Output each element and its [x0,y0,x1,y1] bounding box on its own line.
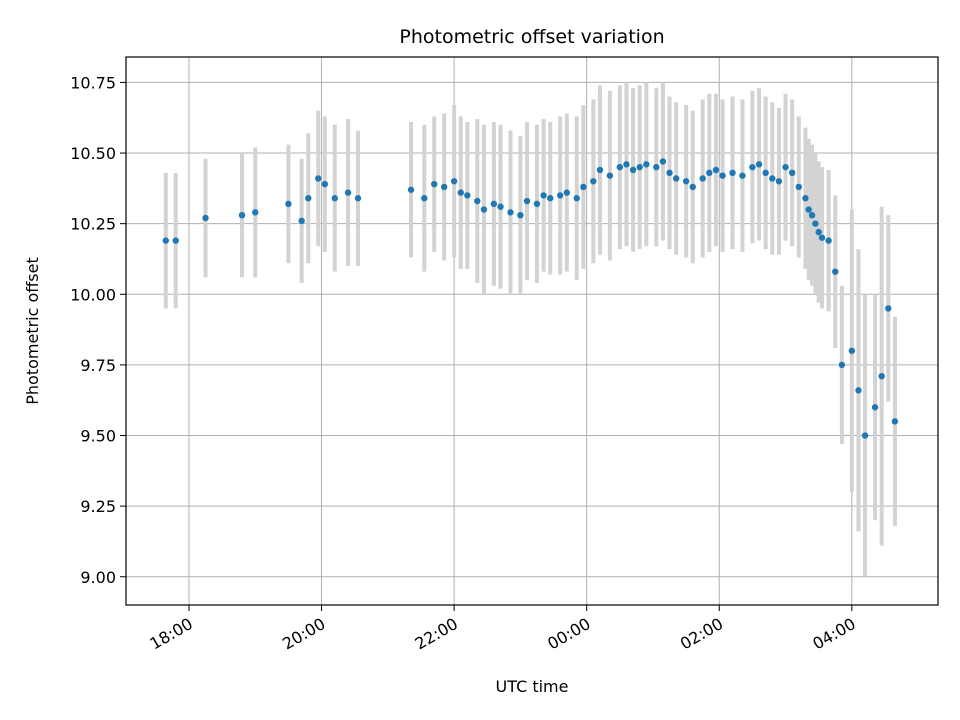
data-point [573,195,580,202]
data-point [315,175,322,182]
data-point [523,197,531,205]
data-point [812,220,819,227]
data-point [547,195,554,202]
data-point [885,305,892,312]
point-layer [162,158,899,439]
data-point [464,192,471,199]
plot-frame [125,56,939,606]
data-point [755,161,763,168]
data-point [590,178,597,185]
y-tick-label: 9.50 [80,427,116,446]
data-point [815,228,822,236]
data-point [699,175,706,182]
data-point [623,161,630,168]
y-axis-ticks: 9.00 9.25 9.50 9.75 10.00 10.25 10.50 10.75 [70,73,126,587]
data-point [689,183,696,191]
data-point [891,418,899,425]
y-tick-label: 10.25 [70,215,116,234]
data-point [805,206,812,213]
data-point [659,158,667,165]
data-point [871,404,879,411]
x-axis-label: UTC time [496,677,569,696]
data-point [580,183,587,191]
y-tick-label: 9.75 [80,356,116,375]
data-point [636,163,643,171]
data-point [775,178,783,185]
y-axis-label: Photometric offset [23,257,42,405]
data-point [616,163,624,171]
data-point [802,195,809,202]
data-point [480,206,488,213]
data-point [832,268,839,275]
data-point [533,200,541,208]
data-point [795,183,802,191]
y-tick-label: 9.00 [80,568,116,587]
data-point [706,169,713,177]
data-point [855,387,862,394]
data-point [643,161,650,168]
data-point [517,211,524,219]
data-point [808,211,816,219]
y-tick-label: 10.75 [70,73,116,92]
data-point [825,237,832,244]
data-point [172,237,179,244]
data-point [497,203,504,210]
data-point [769,175,776,182]
data-point [202,214,209,222]
data-point [440,183,448,191]
data-point [474,197,481,205]
data-point [782,163,789,171]
data-point [162,237,169,244]
chart-title: Photometric offset variation [399,26,664,48]
data-point [298,217,305,225]
data-point [321,180,329,188]
data-point [457,189,464,196]
data-point [712,166,720,174]
data-point [331,195,338,202]
data-point [861,432,869,439]
data-point [285,200,292,208]
data-point [238,211,246,219]
data-point [653,163,660,171]
data-point [596,166,604,174]
data-point [563,189,570,196]
data-point [666,169,673,177]
data-point [431,180,438,188]
data-point [682,178,690,185]
data-point [490,200,498,208]
data-point [556,192,564,199]
data-point [507,209,514,216]
data-point [719,172,726,179]
data-point [672,175,680,182]
data-point [818,234,826,241]
data-point [848,347,856,354]
y-tick-label: 9.25 [80,497,116,516]
data-point [354,195,362,202]
data-point [252,209,259,216]
data-point [540,192,547,199]
data-point [749,163,756,171]
data-point [407,186,415,193]
data-point [305,195,312,202]
data-point [739,172,746,179]
data-point [878,372,885,380]
data-point [788,169,796,177]
data-point [450,178,458,185]
data-point [629,166,637,174]
data-point [762,169,769,177]
data-point [729,169,736,177]
data-point [421,195,428,202]
y-tick-label: 10.50 [70,144,116,163]
data-point [344,189,352,196]
y-tick-label: 10.00 [70,285,116,304]
data-point [606,172,614,179]
data-point [838,361,846,369]
